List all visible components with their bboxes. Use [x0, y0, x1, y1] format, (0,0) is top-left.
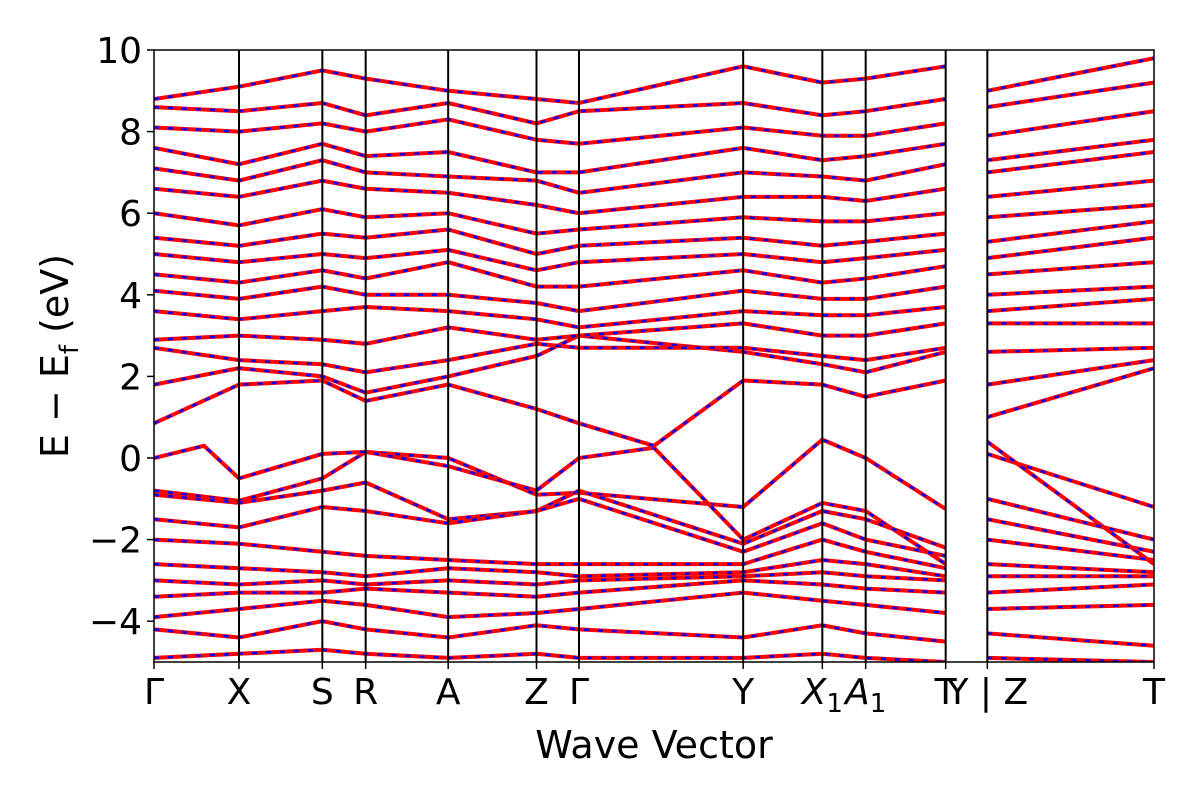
band-15-seg-0-solid: [154, 304, 946, 330]
x-tick-label-4: A: [436, 672, 461, 713]
band-25-seg-0-dashed: [154, 97, 946, 125]
band-19-seg-0-dashed: [154, 228, 946, 256]
band-9-seg-1-solid: [987, 631, 1154, 648]
band-20-seg-0-dashed: [154, 207, 946, 235]
band-16-seg-1-solid: [987, 284, 1154, 297]
band-25-seg-1-dashed: [987, 81, 1154, 109]
x-tick-label-3: R: [353, 672, 378, 713]
band-4-seg-1-solid: [987, 537, 1154, 562]
band-8-seg-0-dashed: [154, 591, 946, 619]
high-symmetry-lines: [238, 50, 989, 662]
band-14-seg-0-dashed: [154, 322, 946, 346]
band-1-seg-1-dashed: [986, 440, 1154, 566]
band-15-seg-1-solid: [987, 296, 1154, 314]
band-20-seg-0-solid: [154, 207, 946, 236]
band-20-seg-1-solid: [987, 203, 1154, 220]
band-24-seg-0-solid: [154, 117, 947, 146]
x-tick-label-8: X1: [800, 672, 843, 719]
x-tick-label-10: T: [934, 672, 958, 713]
band-7-seg-1-solid: [987, 582, 1154, 595]
x-tick-label-0: Γ: [144, 672, 164, 713]
y-axis: −4 −2 0 2 4 6 8 10: [89, 31, 154, 643]
band-19-seg-1-solid: [987, 219, 1154, 244]
band-11-seg-0-dashed: [154, 379, 946, 448]
band-24-seg-0-dashed: [154, 118, 946, 146]
x-tick-label-2: S: [311, 672, 334, 713]
y-axis-label-unit: (eV): [33, 254, 77, 333]
band-3-seg-0-dashed: [154, 497, 946, 558]
y-tick-label-6: 8: [119, 113, 142, 154]
band-23-seg-1-solid: [987, 137, 1154, 163]
y-tick-label-3: 2: [119, 357, 142, 398]
band-26-seg-1-dashed: [987, 56, 1154, 93]
band-18-seg-1-solid: [987, 235, 1154, 261]
band-2-seg-1-dashed: [987, 497, 1154, 541]
y-tick-label-2: 0: [119, 439, 142, 480]
y-tick-label-4: 4: [119, 276, 142, 317]
band-12-seg-1-dashed: [987, 358, 1154, 386]
band-5-seg-0-dashed: [154, 558, 946, 578]
band-25-seg-0-solid: [154, 97, 947, 126]
y-tick-label-5: 6: [119, 194, 142, 235]
band-22-seg-0-dashed: [154, 158, 946, 195]
x-tick-label-6: Γ: [569, 672, 589, 713]
x-tick-label-12: T: [1142, 672, 1166, 713]
band-0-seg-0-dashed: [154, 438, 947, 511]
x-tick-label-11: Y | Z: [945, 672, 1028, 713]
band-22-seg-1-solid: [987, 150, 1154, 175]
x-tick-label-1: X: [227, 672, 252, 713]
band-23-seg-0-dashed: [154, 142, 946, 174]
band-22-seg-0-solid: [154, 158, 947, 195]
band-lines: [154, 56, 1154, 662]
band-3-seg-1-dashed: [987, 517, 1154, 554]
band-18-seg-0-dashed: [154, 248, 946, 272]
band-15-seg-0-dashed: [154, 305, 946, 329]
band-13-seg-1-solid: [987, 345, 1154, 354]
x-tick-label-7: Y: [731, 672, 755, 713]
band-13-seg-0-dashed: [154, 342, 946, 374]
band-11-seg-0-solid: [154, 378, 947, 449]
y-tick-label-1: −2: [89, 521, 142, 562]
y-axis-label-main: E − E: [33, 354, 77, 458]
band-9-seg-0-dashed: [154, 619, 946, 643]
band-17-seg-1-solid: [987, 260, 1154, 277]
band-16-seg-0-solid: [154, 284, 947, 314]
band-6-seg-0-dashed: [154, 570, 946, 586]
band-26-seg-0-dashed: [154, 65, 946, 105]
band-5-seg-1-solid: [987, 562, 1154, 575]
y-tick-label-7: 10: [96, 31, 142, 72]
y-axis-label-sub: f: [55, 344, 85, 354]
plot-frame: [153, 49, 1155, 663]
band-12-seg-0-dashed: [154, 334, 947, 394]
band-10-seg-0-dashed: [154, 648, 946, 662]
x-axis-label: Wave Vector: [535, 723, 773, 767]
band-16-seg-0-dashed: [154, 285, 946, 313]
band-21-seg-0-dashed: [154, 179, 946, 215]
y-axis-label: E − Ef (eV): [33, 254, 85, 458]
band-4-seg-0-dashed: [154, 538, 946, 570]
band-17-seg-0-dashed: [154, 260, 946, 288]
x-tick-label-9: A1: [843, 672, 886, 719]
band-14-seg-0-solid: [154, 321, 947, 346]
x-tick-label-5: Z: [524, 672, 549, 713]
band-26-seg-0-solid: [154, 64, 947, 106]
y-tick-label-0: −4: [89, 602, 142, 643]
band-23-seg-0-solid: [154, 141, 947, 175]
band-24-seg-1-dashed: [987, 109, 1154, 137]
band-21-seg-1-solid: [987, 178, 1154, 199]
band-9-seg-0-solid: [154, 619, 946, 644]
band-11-seg-1-dashed: [986, 367, 1154, 419]
band-8-seg-1-solid: [987, 602, 1154, 611]
